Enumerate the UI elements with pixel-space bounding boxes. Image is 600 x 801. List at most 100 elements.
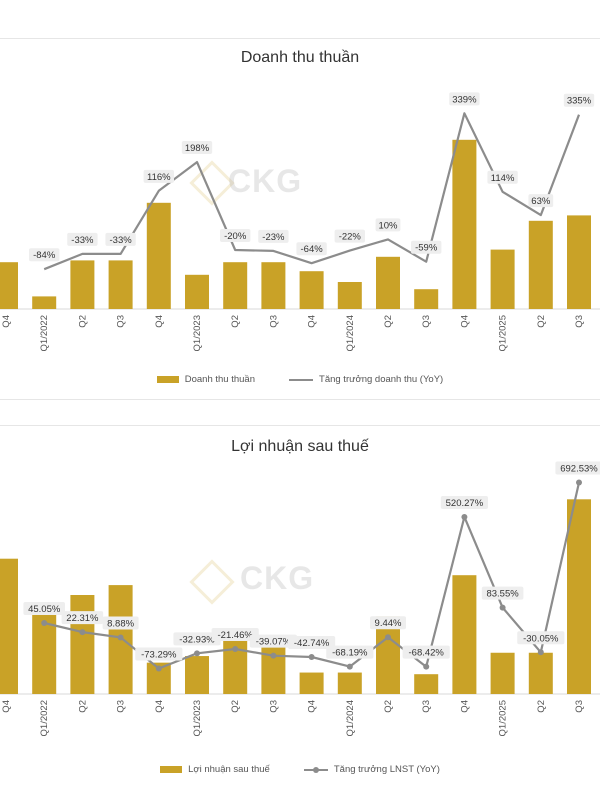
x-tick-label: Q1/2025 — [498, 700, 509, 736]
data-label: -21.46% — [218, 630, 254, 641]
bar — [414, 289, 439, 309]
data-label: 116% — [147, 172, 171, 183]
profit-chart-title: Lợi nhuận sau thuế — [231, 438, 369, 455]
data-label: 45.05% — [28, 604, 61, 615]
x-tick-label: Q3 — [268, 700, 279, 713]
data-label-bg — [102, 616, 139, 630]
data-label: -68.42% — [409, 648, 445, 659]
x-tick-label: Q2 — [536, 315, 547, 328]
x-tick-label: Q4 — [154, 700, 165, 713]
x-tick-label: Q2 — [230, 315, 241, 328]
profit-chart: 45.05%22.31% 8.88%-73.29%-32.93% -21.46%-3… — [0, 461, 600, 736]
data-label-bg — [135, 647, 183, 661]
legend-item-revenue-growth: Tăng trưởng doanh thu (YoY) — [289, 374, 443, 385]
data-label: -23% — [262, 232, 285, 243]
bar — [261, 262, 286, 309]
x-tick-label: Q4 — [307, 700, 318, 713]
bar — [376, 256, 400, 309]
data-label: 198% — [185, 143, 210, 154]
data-label-bg — [402, 645, 450, 659]
growth-point — [79, 629, 86, 636]
data-label: -22% — [339, 232, 362, 243]
x-tick-label: Q4 — [459, 700, 470, 713]
data-label-bg — [105, 232, 136, 246]
x-tick-label: Q2 — [536, 700, 547, 713]
x-tick-label: Q4 — [154, 315, 165, 328]
data-label-bg — [143, 169, 174, 183]
bar — [452, 575, 477, 694]
data-label: 339% — [452, 94, 477, 105]
data-label: -33% — [110, 235, 133, 246]
x-tick-label: Q1/2023 — [192, 315, 203, 351]
data-label-bg — [555, 461, 600, 475]
data-label: -84% — [33, 250, 56, 261]
data-label-bg — [61, 611, 104, 625]
data-label-bg — [440, 495, 488, 509]
growth-point — [346, 663, 353, 670]
x-tick-label: Q4 — [1, 700, 12, 713]
data-label-bg — [326, 645, 374, 659]
legend-swatch-bar — [160, 766, 183, 773]
bar — [223, 262, 248, 309]
data-label: -32.93% — [179, 634, 215, 645]
legend-label-profit-growth: Tăng trưởng LNST (YoY) — [333, 764, 440, 775]
x-tick-label: Q2 — [77, 315, 88, 328]
data-label-bg — [481, 586, 524, 600]
legend-label-revenue-growth: Tăng trưởng doanh thu (YoY) — [319, 374, 444, 385]
growth-point — [117, 634, 124, 641]
data-label: 335% — [567, 96, 592, 107]
bar — [490, 652, 515, 694]
x-tick-label: Q1/2023 — [192, 700, 203, 736]
revenue-chart-title: Doanh thu thuần — [240, 49, 360, 66]
x-tick-label: Q3 — [574, 700, 585, 713]
data-label-bg — [258, 229, 289, 243]
x-tick-label: Q2 — [383, 315, 394, 328]
bar — [108, 260, 133, 309]
growth-point — [499, 604, 506, 611]
growth-point — [461, 513, 468, 520]
bar — [528, 652, 553, 694]
data-label-bg — [334, 229, 365, 243]
bar — [452, 139, 477, 309]
legend-label-profit: Lợi nhuận sau thuế — [188, 764, 270, 775]
x-tick-label: Q3 — [116, 315, 127, 328]
data-label: 10% — [378, 220, 398, 231]
legend-item-profit-growth: Tăng trưởng LNST (YoY) — [303, 764, 440, 775]
bar — [376, 616, 400, 694]
growth-point — [537, 649, 544, 656]
x-tick-label: Q2 — [77, 700, 88, 713]
profit-chart-legend: Lợi nhuận sau thuế Tăng trưởng LNST (YoY… — [0, 764, 600, 775]
x-tick-label: Q4 — [459, 315, 470, 328]
bar — [337, 282, 362, 309]
growth-line — [43, 112, 581, 271]
growth-point — [194, 650, 200, 657]
data-label-bg — [173, 632, 221, 646]
data-label: 692.53% — [560, 463, 598, 474]
legend-swatch-line — [289, 378, 314, 381]
data-label-bg — [528, 194, 554, 208]
watermark-text: CKG — [228, 163, 303, 199]
legend-swatch-line — [303, 766, 328, 773]
legend-item-revenue: Doanh thu thuần — [156, 374, 255, 385]
growth-point — [41, 619, 48, 626]
x-tick-label: Q1/2024 — [345, 315, 356, 351]
data-label: -59% — [415, 243, 438, 254]
data-label-bg — [449, 92, 480, 106]
data-label: 8.88% — [107, 618, 134, 629]
x-tick-label: Q3 — [421, 315, 432, 328]
x-tick-label: Q4 — [307, 315, 318, 328]
growth-point — [385, 634, 391, 641]
data-label: -20% — [224, 231, 247, 242]
data-label: -39.07% — [256, 637, 292, 648]
growth-point — [232, 646, 239, 653]
x-tick-label: Q3 — [268, 315, 279, 328]
bar — [70, 595, 95, 694]
revenue-chart: -84% -33% -33% 116% 198% -20% -23% -64% -22% 10% -… — [0, 92, 600, 351]
bar — [337, 672, 362, 694]
data-label-bg — [67, 232, 98, 246]
bar — [185, 656, 209, 694]
x-tick-label: Q3 — [574, 315, 585, 328]
growth-point — [270, 652, 277, 659]
bar — [0, 262, 18, 309]
data-label-bg — [23, 601, 65, 615]
